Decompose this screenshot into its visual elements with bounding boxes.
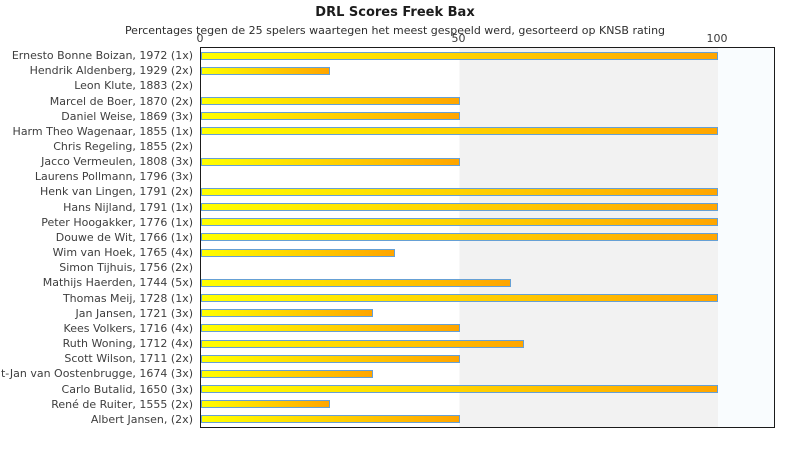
- score-bar: [201, 354, 460, 363]
- score-bar: [201, 97, 460, 106]
- y-axis-label: Peter Hoogakker, 1776 (1x): [41, 215, 193, 229]
- plot-area: [200, 47, 775, 428]
- score-bar: [201, 66, 331, 75]
- score-bar: [201, 294, 718, 303]
- bar-row: [201, 275, 774, 290]
- x-axis-tick-label: 0: [196, 32, 204, 45]
- bar-row: [201, 260, 774, 275]
- y-axis-label: Jan Jansen, 1721 (3x): [75, 306, 193, 320]
- y-axis-label: Hendrik Aldenberg, 1929 (2x): [29, 64, 193, 78]
- score-bar: [201, 218, 718, 227]
- bar-row: [201, 124, 774, 139]
- y-axis-label: Scott Wilson, 1711 (2x): [64, 352, 193, 366]
- bar-row: [201, 48, 774, 63]
- score-bar: [201, 339, 525, 348]
- bar-row: [201, 336, 774, 351]
- score-bar: [201, 309, 374, 318]
- score-bar: [201, 112, 460, 121]
- score-bar: [201, 278, 512, 287]
- bar-row: [201, 321, 774, 336]
- y-axis-label: Thomas Meij, 1728 (1x): [62, 291, 193, 305]
- y-axis-label: Hans Nijland, 1791 (1x): [63, 200, 193, 214]
- y-axis-label: Chris Regeling, 1855 (2x): [53, 140, 193, 154]
- bar-row: [201, 366, 774, 381]
- y-axis-label: Simon Tijhuis, 1756 (2x): [59, 261, 193, 275]
- y-axis-labels: Ernesto Bonne Boizan, 1972 (1x) Hendrik A…: [0, 48, 197, 427]
- y-axis-label: Ruth Woning, 1712 (4x): [62, 337, 193, 351]
- bar-row: [201, 93, 774, 108]
- y-axis-label: Kees Volkers, 1716 (4x): [63, 321, 193, 335]
- bar-row: [201, 291, 774, 306]
- y-axis-label: Albert Jansen, (2x): [90, 412, 193, 426]
- y-axis-label: Laurens Pollmann, 1796 (3x): [34, 170, 193, 184]
- score-bar: [201, 203, 718, 212]
- bar-row: [201, 230, 774, 245]
- x-axis-tick-label: 50: [451, 32, 466, 45]
- bar-row: [201, 169, 774, 184]
- bar-row: [201, 245, 774, 260]
- bar-row: [201, 381, 774, 396]
- bar-row: [201, 184, 774, 199]
- y-axis-label: Marcel de Boer, 1870 (2x): [49, 94, 193, 108]
- bar-row: [201, 63, 774, 78]
- score-bar: [201, 415, 460, 424]
- y-axis-label: Carlo Butalid, 1650 (3x): [61, 382, 193, 396]
- score-bar: [201, 187, 718, 196]
- y-axis-label: Daniel Weise, 1869 (3x): [61, 109, 193, 123]
- chart-subtitle: Percentages tegen de 25 spelers waartege…: [124, 24, 666, 37]
- y-axis-label: Henk van Lingen, 1791 (2x): [39, 185, 193, 199]
- bar-row: [201, 412, 774, 427]
- chart-title: DRL Scores Freek Bax: [315, 5, 475, 20]
- bar-row: [201, 351, 774, 366]
- score-bar: [201, 369, 374, 378]
- bar-row: [201, 200, 774, 215]
- y-axis-label: Leon Klute, 1883 (2x): [74, 79, 193, 93]
- y-axis-label: Harm Theo Wagenaar, 1855 (1x): [12, 124, 193, 138]
- score-bar: [201, 385, 718, 394]
- score-bar: [201, 51, 718, 60]
- score-bar: [201, 157, 460, 166]
- bar-row: [201, 397, 774, 412]
- y-axis-label: Ernesto Bonne Boizan, 1972 (1x): [11, 49, 193, 63]
- y-axis-label: t-Jan van Oostenbrugge, 1674 (3x): [0, 367, 193, 381]
- x-axis: 0 50 100: [0, 32, 790, 46]
- bar-row: [201, 215, 774, 230]
- score-bar: [201, 324, 460, 333]
- bar-row: [201, 109, 774, 124]
- score-bar: [201, 127, 718, 136]
- y-axis-label: Douwe de Wit, 1766 (1x): [55, 230, 193, 244]
- score-bar: [201, 233, 718, 242]
- bar-row: [201, 154, 774, 169]
- y-axis-label: Mathijs Haerden, 1744 (5x): [42, 276, 193, 290]
- x-axis-tick-label: 100: [706, 32, 728, 45]
- bar-rows: [201, 48, 774, 427]
- y-axis-label: Jacco Vermeulen, 1808 (3x): [41, 155, 193, 169]
- bar-row: [201, 78, 774, 93]
- score-bar: [201, 400, 331, 409]
- bar-row: [201, 306, 774, 321]
- score-bar: [201, 248, 395, 257]
- bar-row: [201, 139, 774, 154]
- y-axis-label: René de Ruiter, 1555 (2x): [51, 397, 193, 411]
- y-axis-label: Wim van Hoek, 1765 (4x): [52, 246, 193, 260]
